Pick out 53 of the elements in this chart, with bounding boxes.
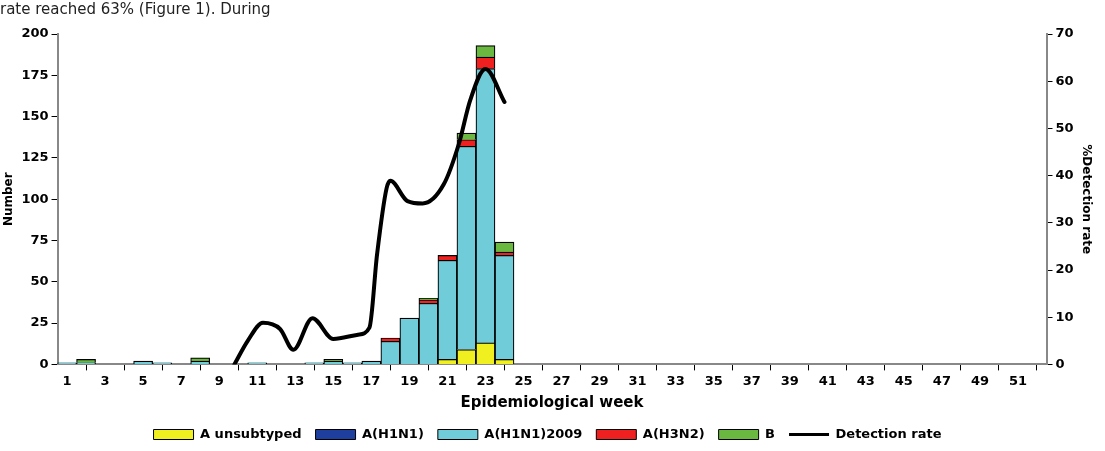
x-tick-label: 13: [286, 372, 305, 388]
y2-tick-label: 60: [1055, 72, 1074, 88]
x-axis-title: Epidemiological week: [460, 392, 645, 411]
x-tick-label: 3: [100, 372, 110, 388]
y2-tick-label: 10: [1055, 308, 1074, 324]
x-tick-label: 15: [324, 372, 343, 388]
y2-tick-label: 50: [1055, 119, 1074, 135]
y2-axis-title: %Detection rate: [1079, 144, 1094, 255]
x-tick-label: 45: [894, 372, 913, 388]
x-tick-label: 49: [970, 372, 989, 388]
x-tick-label: 9: [214, 372, 224, 388]
y-tick-label: 75: [30, 231, 49, 247]
legend-label: A(H3N2): [642, 425, 705, 441]
legend-label: A(H1N1)2009: [484, 425, 583, 441]
x-tick-label: 25: [514, 372, 533, 388]
x-tick-label: 7: [176, 372, 186, 388]
x-tick-label: 37: [742, 372, 761, 388]
y-tick-label: 175: [21, 66, 49, 82]
x-tick-label: 39: [780, 372, 799, 388]
x-tick-label: 27: [552, 372, 571, 388]
y2-tick-label: 20: [1055, 261, 1074, 277]
legend-label: A(H1N1): [362, 425, 424, 441]
y2-tick-label: 0: [1055, 355, 1065, 371]
y-tick-label: 50: [30, 273, 49, 289]
text: rate reached 63% (Figure 1). During: [0, 0, 271, 18]
x-tick-label: 29: [590, 372, 609, 388]
y2-tick-label: 40: [1055, 166, 1074, 182]
y-axis-title: Number: [1, 172, 16, 227]
x-tick-label: 47: [932, 372, 951, 388]
x-tick-label: 1: [62, 372, 72, 388]
x-tick-label: 33: [666, 372, 685, 388]
y2-tick-label: 70: [1055, 25, 1074, 41]
y2-tick-label: 30: [1055, 214, 1074, 230]
x-tick-label: 11: [248, 372, 267, 388]
y-tick-label: 100: [21, 190, 49, 206]
x-tick-label: 35: [704, 372, 723, 388]
y-tick-label: 125: [21, 149, 49, 165]
x-tick-label: 19: [400, 372, 419, 388]
x-tick-label: 21: [438, 372, 457, 388]
y-tick-label: 150: [21, 107, 49, 123]
x-tick-label: 5: [138, 372, 148, 388]
legend-label: Detection rate: [835, 425, 942, 441]
y-tick-label: 25: [30, 314, 49, 330]
x-tick-label: 41: [818, 372, 837, 388]
x-tick-label: 31: [628, 372, 647, 388]
legend-label: B: [765, 425, 776, 441]
legend-label: A unsubtyped: [200, 425, 302, 441]
y-tick-label: 200: [21, 25, 49, 41]
x-tick-label: 51: [1008, 372, 1028, 388]
y-tick-label: 0: [39, 355, 49, 371]
x-tick-label: 43: [856, 372, 875, 388]
x-tick-label: 23: [476, 372, 495, 388]
x-tick-label: 17: [362, 372, 381, 388]
